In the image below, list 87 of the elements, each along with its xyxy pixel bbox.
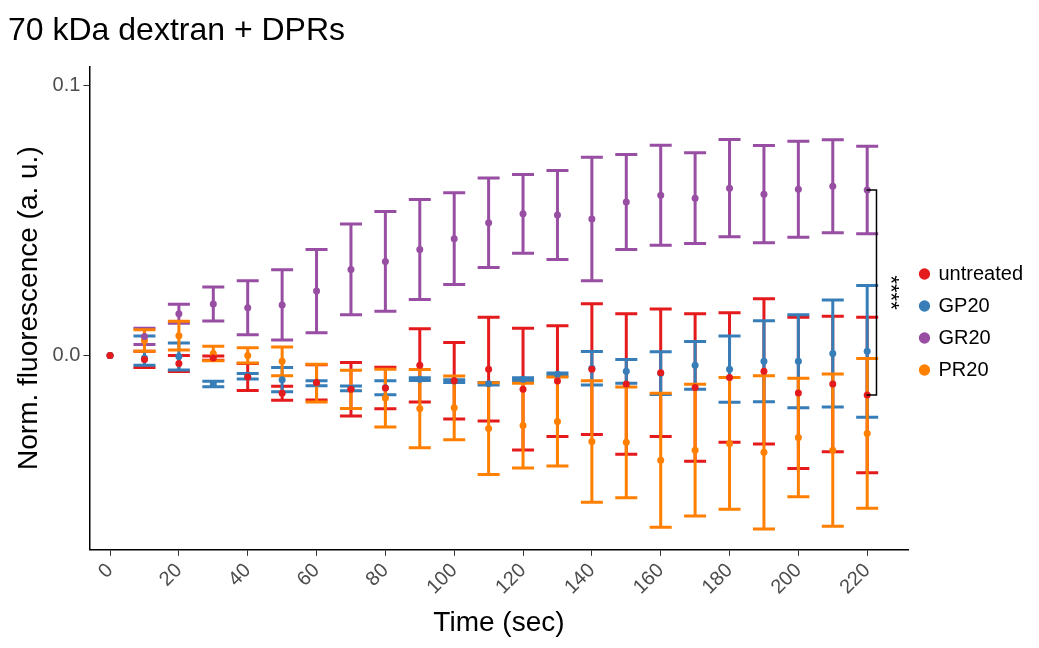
point bbox=[726, 374, 734, 382]
legend-label: untreated bbox=[938, 261, 1023, 284]
point bbox=[209, 354, 217, 362]
point bbox=[175, 332, 183, 340]
point bbox=[553, 211, 561, 219]
point bbox=[829, 380, 837, 388]
point bbox=[519, 385, 527, 393]
point bbox=[691, 361, 699, 369]
point bbox=[450, 235, 458, 243]
point bbox=[794, 389, 802, 397]
x-tick-label: 80 bbox=[360, 558, 393, 590]
point bbox=[485, 380, 493, 388]
point bbox=[794, 357, 802, 365]
point bbox=[588, 438, 596, 446]
point bbox=[347, 266, 355, 273]
x-tick-label: 140 bbox=[559, 558, 599, 598]
point bbox=[519, 210, 527, 218]
point bbox=[278, 301, 286, 309]
point bbox=[760, 367, 768, 375]
point bbox=[863, 429, 871, 437]
y-axis-title: Norm. fluorescence (a. u.) bbox=[11, 146, 43, 470]
point bbox=[485, 425, 493, 433]
point bbox=[244, 304, 252, 312]
point bbox=[209, 300, 217, 308]
point bbox=[313, 287, 321, 295]
point bbox=[553, 418, 561, 426]
point bbox=[863, 347, 871, 355]
point bbox=[588, 215, 596, 223]
point bbox=[691, 446, 699, 454]
x-tick-label: 20 bbox=[154, 558, 186, 590]
x-tick-label: 120 bbox=[490, 558, 530, 598]
point bbox=[278, 357, 286, 365]
point bbox=[657, 456, 665, 464]
point bbox=[553, 370, 561, 378]
point bbox=[622, 438, 630, 446]
point bbox=[622, 380, 630, 388]
point bbox=[622, 367, 630, 375]
point bbox=[381, 394, 389, 402]
point bbox=[726, 365, 734, 373]
point bbox=[278, 389, 286, 397]
point bbox=[760, 357, 768, 365]
point bbox=[416, 246, 424, 254]
point bbox=[416, 405, 424, 413]
point bbox=[278, 376, 286, 384]
x-axis-title: Time (sec) bbox=[433, 605, 565, 637]
point bbox=[691, 384, 699, 392]
point bbox=[175, 352, 183, 360]
point bbox=[381, 257, 389, 265]
point bbox=[760, 448, 768, 456]
legend-label: PR20 bbox=[938, 357, 989, 380]
x-tick-label: 100 bbox=[421, 558, 461, 598]
y-tick-label: 0.0 bbox=[52, 342, 81, 365]
point bbox=[485, 219, 493, 227]
point bbox=[657, 191, 665, 199]
x-tick-label: 60 bbox=[291, 558, 324, 590]
point bbox=[140, 332, 148, 340]
point bbox=[726, 439, 734, 447]
point bbox=[691, 194, 699, 202]
point bbox=[450, 404, 458, 412]
point bbox=[829, 446, 837, 454]
point bbox=[244, 351, 252, 359]
chart-title: 70 kDa dextran + DPRs bbox=[8, 11, 346, 48]
point bbox=[622, 198, 630, 206]
x-tick-label: 200 bbox=[765, 558, 806, 598]
point bbox=[485, 365, 493, 373]
x-tick-label: 220 bbox=[834, 558, 874, 598]
point bbox=[829, 349, 837, 357]
y-tick-label: 0.1 bbox=[52, 72, 81, 95]
point bbox=[416, 361, 424, 369]
x-tick-label: 180 bbox=[697, 558, 737, 598]
x-tick-label: 160 bbox=[628, 558, 668, 598]
point bbox=[726, 184, 734, 192]
point bbox=[519, 375, 527, 383]
point bbox=[829, 182, 837, 190]
annotation: **** bbox=[879, 275, 905, 311]
point bbox=[175, 359, 183, 367]
point bbox=[760, 190, 768, 198]
legend-label: GP20 bbox=[938, 293, 990, 316]
point bbox=[794, 185, 802, 193]
x-tick-label: 0 bbox=[93, 558, 117, 582]
legend-label: GR20 bbox=[938, 325, 991, 348]
point bbox=[175, 310, 183, 318]
point bbox=[794, 433, 802, 441]
x-tick-label: 40 bbox=[223, 558, 255, 590]
point bbox=[416, 375, 424, 383]
point bbox=[519, 422, 527, 430]
point bbox=[553, 377, 561, 385]
